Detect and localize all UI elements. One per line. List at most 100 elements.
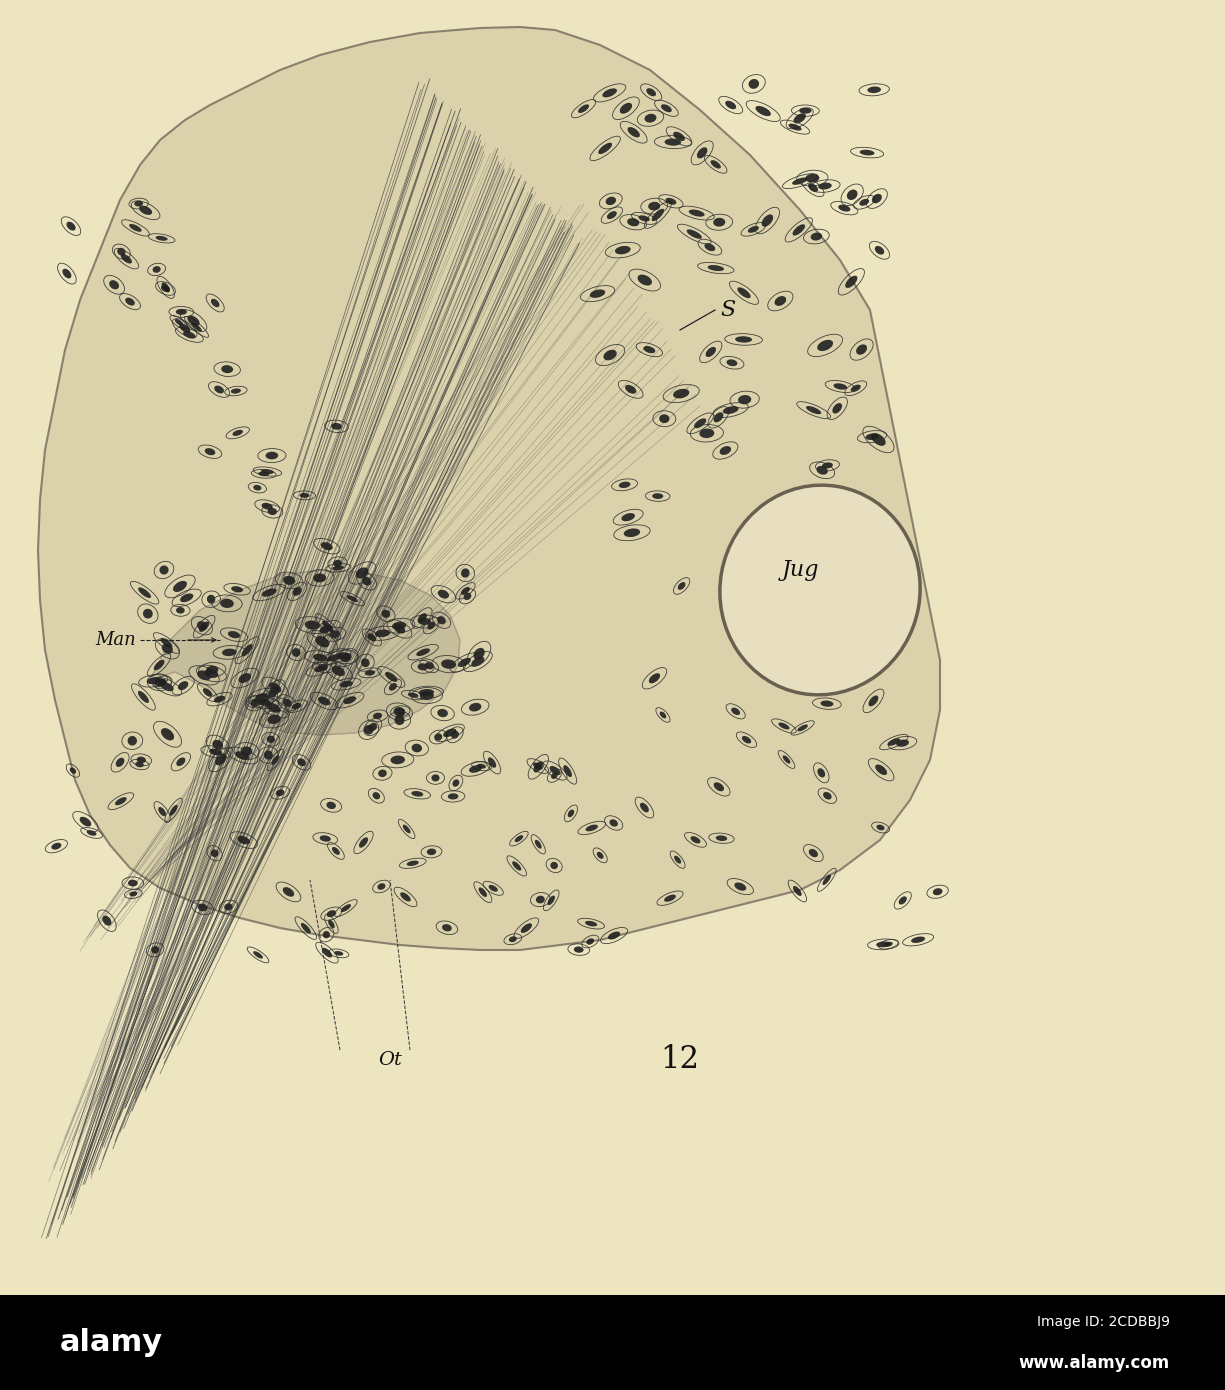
Ellipse shape [191, 322, 202, 332]
Ellipse shape [197, 670, 211, 680]
Ellipse shape [691, 837, 701, 844]
Text: www.alamy.com: www.alamy.com [1019, 1354, 1170, 1372]
Ellipse shape [417, 648, 430, 656]
Ellipse shape [875, 765, 887, 776]
Ellipse shape [822, 874, 831, 885]
Ellipse shape [200, 621, 209, 632]
Ellipse shape [793, 224, 805, 235]
Ellipse shape [619, 481, 631, 488]
Ellipse shape [793, 885, 801, 897]
Ellipse shape [160, 728, 174, 741]
Ellipse shape [51, 842, 61, 849]
Ellipse shape [187, 316, 200, 325]
Ellipse shape [254, 951, 263, 959]
Ellipse shape [706, 348, 717, 357]
Ellipse shape [564, 765, 572, 777]
Ellipse shape [822, 463, 833, 468]
Ellipse shape [216, 753, 227, 766]
Ellipse shape [333, 560, 342, 567]
Ellipse shape [742, 735, 751, 744]
Ellipse shape [443, 728, 457, 737]
Ellipse shape [418, 663, 428, 670]
Ellipse shape [266, 703, 281, 713]
Ellipse shape [418, 613, 426, 623]
Ellipse shape [589, 289, 605, 297]
Ellipse shape [793, 178, 807, 185]
Ellipse shape [300, 493, 310, 498]
Ellipse shape [331, 423, 342, 430]
Text: Image ID: 2CDBBJ9: Image ID: 2CDBBJ9 [1038, 1315, 1170, 1329]
Ellipse shape [233, 430, 243, 436]
Ellipse shape [860, 199, 869, 206]
Ellipse shape [871, 434, 886, 446]
Ellipse shape [261, 468, 274, 474]
Ellipse shape [276, 790, 284, 796]
Ellipse shape [573, 947, 583, 952]
Ellipse shape [887, 738, 900, 746]
Ellipse shape [332, 666, 345, 676]
Ellipse shape [664, 895, 676, 902]
Ellipse shape [334, 951, 343, 956]
Ellipse shape [262, 588, 277, 596]
Ellipse shape [401, 892, 410, 902]
Ellipse shape [469, 703, 481, 712]
Ellipse shape [197, 904, 207, 912]
Ellipse shape [403, 824, 410, 834]
Ellipse shape [178, 681, 189, 691]
Ellipse shape [396, 709, 404, 714]
Ellipse shape [160, 682, 174, 691]
Ellipse shape [731, 708, 740, 714]
Ellipse shape [521, 923, 532, 933]
Ellipse shape [137, 756, 146, 763]
Ellipse shape [283, 887, 294, 897]
Ellipse shape [615, 246, 631, 254]
Ellipse shape [160, 285, 170, 292]
Ellipse shape [431, 774, 440, 781]
Ellipse shape [314, 653, 327, 662]
Ellipse shape [267, 507, 277, 516]
Ellipse shape [267, 735, 274, 744]
Ellipse shape [341, 653, 352, 662]
Ellipse shape [452, 780, 459, 787]
Ellipse shape [211, 849, 218, 858]
Ellipse shape [109, 281, 119, 289]
Ellipse shape [393, 708, 405, 717]
Ellipse shape [627, 218, 639, 227]
Ellipse shape [477, 763, 486, 769]
Ellipse shape [699, 428, 714, 438]
Ellipse shape [241, 746, 252, 756]
Ellipse shape [368, 634, 376, 642]
Ellipse shape [391, 756, 405, 765]
Ellipse shape [578, 104, 589, 113]
Ellipse shape [872, 193, 882, 203]
Ellipse shape [608, 931, 620, 940]
Ellipse shape [135, 200, 143, 207]
Ellipse shape [797, 724, 807, 731]
Ellipse shape [341, 904, 352, 912]
Ellipse shape [606, 211, 616, 220]
Ellipse shape [639, 802, 649, 812]
Ellipse shape [695, 418, 707, 428]
Ellipse shape [232, 587, 243, 592]
Ellipse shape [268, 687, 279, 698]
Ellipse shape [811, 232, 822, 240]
Ellipse shape [876, 824, 884, 830]
Ellipse shape [158, 678, 167, 685]
Ellipse shape [479, 887, 488, 897]
Ellipse shape [127, 735, 137, 745]
Ellipse shape [799, 107, 812, 114]
Ellipse shape [551, 773, 557, 778]
Ellipse shape [697, 147, 707, 158]
Ellipse shape [314, 574, 326, 582]
Ellipse shape [197, 621, 207, 630]
Ellipse shape [283, 699, 292, 708]
Ellipse shape [710, 160, 720, 168]
Ellipse shape [535, 840, 541, 849]
Ellipse shape [674, 856, 681, 863]
Ellipse shape [222, 649, 236, 656]
Ellipse shape [550, 862, 557, 869]
Ellipse shape [550, 766, 561, 776]
Ellipse shape [176, 607, 185, 613]
Ellipse shape [156, 236, 168, 240]
Ellipse shape [332, 566, 344, 570]
